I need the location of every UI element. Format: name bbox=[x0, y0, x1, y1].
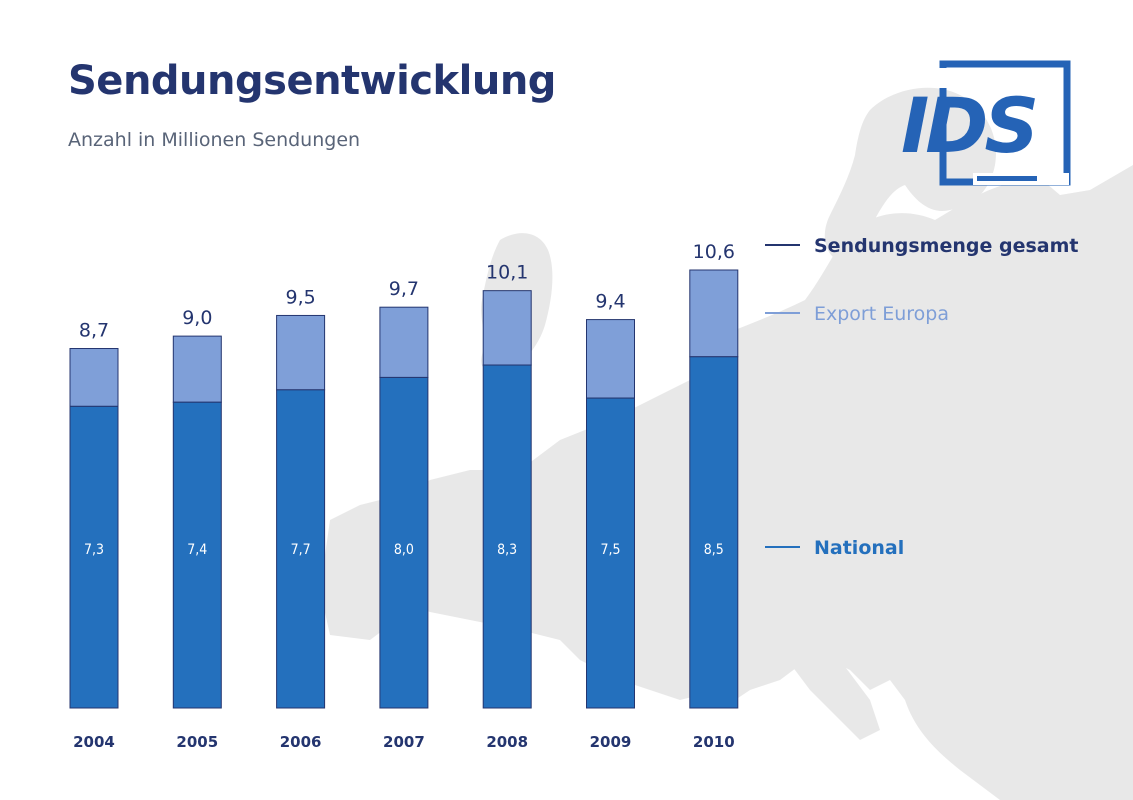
legend: Sendungsmenge gesamt Export Europa Natio… bbox=[765, 235, 1078, 559]
total-label-2007: 9,7 bbox=[389, 278, 419, 300]
national-label-2007: 8,0 bbox=[394, 542, 414, 558]
year-label-2008: 2008 bbox=[486, 733, 528, 751]
total-label-2005: 9,0 bbox=[182, 307, 212, 329]
bar-national-2010 bbox=[689, 356, 739, 709]
national-label-2009: 7,5 bbox=[600, 542, 620, 558]
national-label-2008: 8,3 bbox=[497, 542, 517, 558]
year-label-2010: 2010 bbox=[693, 733, 735, 751]
bar-export-2007 bbox=[379, 306, 429, 378]
bar-export-2009 bbox=[586, 319, 635, 399]
bars-group: 8,7 7,3 2004 9,0 7,4 2005 9,5 7,7 2006 9,7 8,0 2007… bbox=[69, 241, 739, 751]
bar-national-2006 bbox=[276, 389, 326, 709]
national-label-2006: 7,7 bbox=[291, 542, 311, 558]
bar-export-2004 bbox=[69, 348, 119, 407]
legend-item-total: Sendungsmenge gesamt bbox=[814, 235, 1078, 257]
national-label-2004: 7,3 bbox=[84, 542, 104, 558]
bar-national-2009 bbox=[586, 397, 635, 709]
total-label-2010: 10,6 bbox=[693, 241, 735, 263]
bar-export-2010 bbox=[689, 269, 739, 358]
total-label-2009: 9,4 bbox=[595, 291, 625, 313]
year-label-2006: 2006 bbox=[280, 733, 322, 751]
bar-export-2006 bbox=[276, 314, 326, 391]
ids-logo: IDS bbox=[901, 60, 1071, 186]
national-label-2010: 8,5 bbox=[704, 542, 724, 558]
chart-subtitle: Anzahl in Millionen Sendungen bbox=[68, 129, 361, 151]
year-label-2007: 2007 bbox=[383, 733, 425, 751]
year-label-2004: 2004 bbox=[73, 733, 115, 751]
year-label-2009: 2009 bbox=[590, 733, 632, 751]
total-label-2006: 9,5 bbox=[285, 286, 315, 308]
legend-item-export: Export Europa bbox=[814, 303, 949, 325]
national-label-2005: 7,4 bbox=[187, 542, 207, 558]
bar-national-2004 bbox=[69, 405, 119, 709]
bar-export-2008 bbox=[482, 290, 532, 366]
bar-export-2005 bbox=[172, 335, 222, 403]
total-label-2004: 8,7 bbox=[79, 320, 109, 342]
chart-title: Sendungsentwicklung bbox=[68, 58, 556, 104]
map-mainland bbox=[735, 165, 1133, 800]
bar-national-2007 bbox=[379, 376, 429, 709]
bar-national-2005 bbox=[172, 401, 222, 709]
svg-text:IDS: IDS bbox=[901, 81, 1035, 170]
legend-item-national: National bbox=[814, 537, 904, 559]
map-scandinavia bbox=[824, 87, 996, 263]
year-label-2005: 2005 bbox=[176, 733, 218, 751]
bar-national-2008 bbox=[482, 364, 532, 709]
map-italy bbox=[760, 600, 880, 740]
total-label-2008: 10,1 bbox=[486, 262, 528, 284]
